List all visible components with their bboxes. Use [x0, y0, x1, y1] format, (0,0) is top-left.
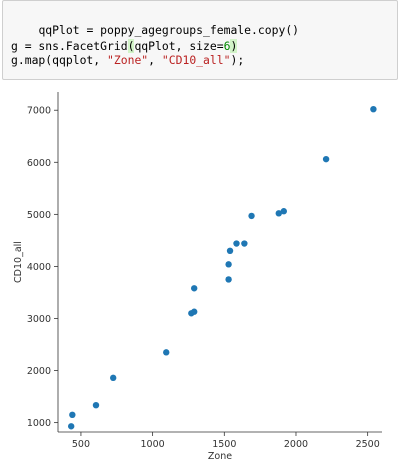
x-ticks: 500 1000 1500 2000 2500	[72, 432, 380, 450]
scatter-point	[225, 261, 232, 268]
code-string-1: "Zone"	[107, 53, 149, 67]
x-tick-label: 500	[72, 439, 90, 450]
code-number: 6	[223, 39, 231, 53]
y-axis-label: CD10_all	[13, 241, 24, 283]
scatter-plot: 1000 2000 3000 4000 5000 6000 7000 500 1000 1500…	[13, 92, 382, 462]
scatter-point	[233, 240, 240, 247]
scatter-point	[275, 210, 282, 217]
y-ticks: 1000 2000 3000 4000 5000 6000 7000	[27, 106, 58, 429]
x-tick-label: 2000	[284, 439, 308, 450]
data-points	[67, 105, 377, 430]
y-tick-label: 6000	[27, 158, 51, 169]
code-line-1-text: qqPlot = poppy_agegroups_female.copy()	[38, 23, 300, 37]
x-axis-label: Zone	[208, 451, 232, 462]
y-tick-label: 3000	[27, 314, 51, 325]
code-string-2: "CD10_all"	[161, 53, 231, 67]
code-line-2-mid: qqPlot, size=	[134, 39, 224, 53]
scatter-point	[241, 240, 248, 247]
code-line-3-post: );	[230, 53, 245, 67]
code-line-3-pre: g.map(qqplot,	[11, 53, 108, 67]
y-tick-label: 4000	[27, 262, 51, 273]
scatter-point	[190, 285, 198, 292]
scatter-point	[67, 423, 75, 430]
code-line-3: g.map(qqplot, "Zone", "CD10_all");	[11, 53, 244, 67]
scatter-point	[92, 401, 100, 409]
code-line-2-pre: g = sns.FacetGrid	[11, 39, 128, 53]
scatter-point	[163, 349, 170, 356]
x-tick-label: 1500	[212, 439, 236, 450]
scatter-point	[322, 155, 330, 163]
code-line-3-sep: ,	[148, 53, 162, 67]
code-line-1: qqPlot = poppy_agegroups_female.copy()	[11, 9, 299, 51]
scatter-point	[280, 208, 287, 215]
scatter-point	[190, 308, 198, 315]
x-tick-label: 2500	[356, 439, 380, 450]
scatter-point	[370, 105, 377, 113]
scatter-point	[248, 212, 255, 220]
y-tick-label: 7000	[27, 106, 51, 117]
y-tick-label: 1000	[27, 418, 51, 429]
plot-axes	[57, 92, 382, 433]
y-tick-label: 5000	[27, 210, 51, 221]
scatter-point	[69, 411, 76, 419]
code-paren-open: (	[127, 39, 135, 53]
y-tick-label: 2000	[27, 366, 51, 377]
code-cell[interactable]: qqPlot = poppy_agegroups_female.copy() g…	[2, 0, 398, 80]
x-tick-label: 1000	[141, 439, 165, 450]
code-paren-close: )	[230, 39, 238, 53]
code-line-2: g = sns.FacetGrid(qqPlot, size=6)	[11, 39, 238, 53]
scatter-point	[109, 374, 117, 382]
scatter-point	[225, 276, 232, 283]
scatter-point	[226, 247, 234, 255]
